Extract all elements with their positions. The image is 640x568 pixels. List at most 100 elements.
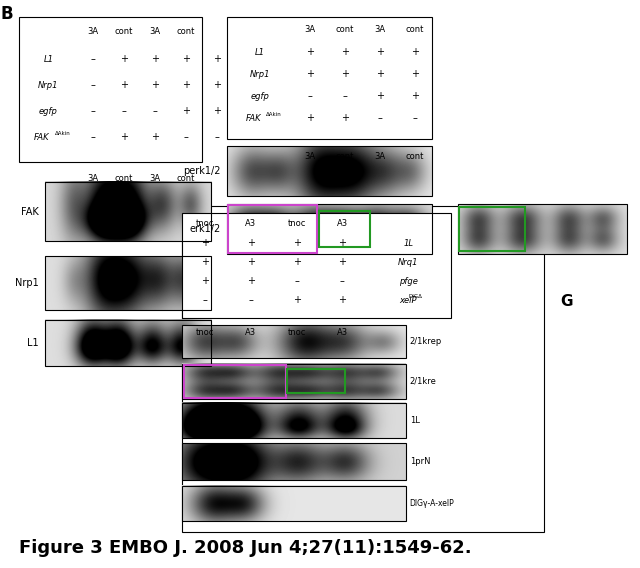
Text: tnoc: tnoc xyxy=(196,328,214,337)
Bar xyxy=(184,365,286,398)
Text: tnoc: tnoc xyxy=(196,219,214,228)
Bar xyxy=(45,182,211,241)
Text: +: + xyxy=(151,80,159,90)
Text: +: + xyxy=(213,106,221,116)
Text: cont: cont xyxy=(115,174,133,183)
Text: L1: L1 xyxy=(255,48,265,57)
Text: xelP: xelP xyxy=(399,296,417,304)
Bar xyxy=(182,443,406,480)
Text: tnoc: tnoc xyxy=(287,219,306,228)
Text: 3A: 3A xyxy=(88,27,99,36)
Text: +: + xyxy=(247,276,255,286)
Text: +: + xyxy=(182,106,190,116)
Text: cont: cont xyxy=(177,27,195,36)
Text: erk1/2: erk1/2 xyxy=(189,224,221,234)
Text: 2/1krep: 2/1krep xyxy=(410,337,442,346)
Text: 3A: 3A xyxy=(374,152,385,161)
Text: –: – xyxy=(340,276,345,286)
Text: Nrq1: Nrq1 xyxy=(398,258,419,267)
Text: DIGγ-A-xelP: DIGγ-A-xelP xyxy=(410,499,454,508)
Text: ΔAkin: ΔAkin xyxy=(266,112,282,118)
Text: –: – xyxy=(91,80,95,90)
Text: –: – xyxy=(122,106,127,116)
Text: +: + xyxy=(201,239,209,248)
Bar xyxy=(45,256,211,310)
Text: Nrp1: Nrp1 xyxy=(15,278,38,287)
Text: +: + xyxy=(306,48,314,57)
Text: cont: cont xyxy=(115,27,133,36)
Text: Nrp1: Nrp1 xyxy=(38,81,59,90)
Text: 3A: 3A xyxy=(305,25,316,34)
Text: +: + xyxy=(182,54,190,64)
Text: +: + xyxy=(292,295,301,305)
Text: 3A: 3A xyxy=(374,25,385,34)
Bar xyxy=(19,17,202,162)
Text: A3: A3 xyxy=(337,328,348,337)
Text: cont: cont xyxy=(336,152,354,161)
Bar xyxy=(182,486,406,521)
Text: +: + xyxy=(341,69,349,80)
Text: perk1/2: perk1/2 xyxy=(183,166,221,176)
Text: +: + xyxy=(247,257,255,268)
Text: –: – xyxy=(308,91,312,102)
Text: –: – xyxy=(91,54,95,64)
Bar xyxy=(287,369,345,393)
Text: +: + xyxy=(201,257,209,268)
Text: L1: L1 xyxy=(27,338,38,348)
Text: +: + xyxy=(376,69,384,80)
Text: +: + xyxy=(339,239,346,248)
Text: 3A: 3A xyxy=(88,174,99,183)
Text: +: + xyxy=(151,54,159,64)
Text: +: + xyxy=(213,54,221,64)
Text: ΔAkin: ΔAkin xyxy=(54,131,70,136)
Text: –: – xyxy=(203,295,208,305)
Text: –: – xyxy=(294,276,299,286)
Text: FAK: FAK xyxy=(34,133,50,142)
Text: +: + xyxy=(292,239,301,248)
Text: +: + xyxy=(201,276,209,286)
Text: +: + xyxy=(341,48,349,57)
Text: cont: cont xyxy=(336,25,354,34)
Text: pfge: pfge xyxy=(399,277,418,286)
Text: 1L: 1L xyxy=(410,416,419,425)
Text: +: + xyxy=(341,114,349,123)
Text: +: + xyxy=(411,69,419,80)
Text: –: – xyxy=(248,295,253,305)
Text: Figure 3 EMBO J. 2008 Jun 4;27(11):1549-62.: Figure 3 EMBO J. 2008 Jun 4;27(11):1549-… xyxy=(19,538,472,557)
Text: +: + xyxy=(120,132,128,142)
Text: –: – xyxy=(91,106,95,116)
Text: A3: A3 xyxy=(337,219,348,228)
Text: egfp: egfp xyxy=(250,92,269,101)
Text: +: + xyxy=(411,91,419,102)
Text: +: + xyxy=(339,257,346,268)
Bar xyxy=(182,213,451,318)
Text: cont: cont xyxy=(405,25,424,34)
Text: FAK: FAK xyxy=(20,207,38,216)
Text: +: + xyxy=(292,257,301,268)
Text: DIGΔ: DIGΔ xyxy=(409,294,423,299)
Bar xyxy=(227,146,432,196)
Text: +: + xyxy=(306,69,314,80)
Text: +: + xyxy=(376,48,384,57)
Bar xyxy=(227,17,432,139)
Text: –: – xyxy=(378,114,382,123)
Bar xyxy=(227,204,432,254)
Text: –: – xyxy=(412,114,417,123)
Text: +: + xyxy=(411,48,419,57)
Bar xyxy=(182,206,544,532)
Text: A3: A3 xyxy=(245,219,257,228)
Bar xyxy=(45,320,211,366)
Text: –: – xyxy=(153,106,157,116)
Bar xyxy=(459,207,525,251)
Text: egfp: egfp xyxy=(39,107,58,116)
Text: Nrp1: Nrp1 xyxy=(250,70,270,79)
Text: +: + xyxy=(120,80,128,90)
Text: G: G xyxy=(560,294,573,308)
Bar xyxy=(182,403,406,438)
Text: B: B xyxy=(0,5,13,23)
Text: –: – xyxy=(342,91,348,102)
Text: +: + xyxy=(306,114,314,123)
Text: +: + xyxy=(151,132,159,142)
Text: +: + xyxy=(376,91,384,102)
Text: L1: L1 xyxy=(44,55,53,64)
